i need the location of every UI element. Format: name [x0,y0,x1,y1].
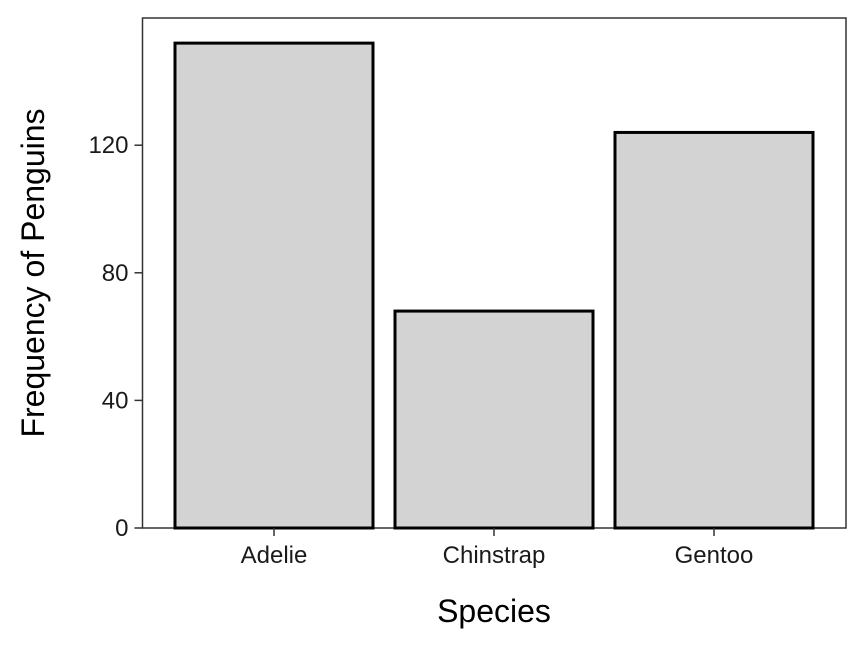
x-tick-label: Gentoo [675,542,754,569]
y-tick-label: 40 [102,387,129,414]
x-axis: Adelie Chinstrap Gentoo [241,528,754,569]
y-axis: 0 40 80 120 [88,132,143,542]
bar-adelie [173,41,375,530]
y-axis-title: Frequency of Penguins [15,108,51,437]
y-tick-label: 80 [102,260,129,287]
y-tick-label: 0 [115,515,128,542]
bar-chinstrap [393,309,595,530]
x-tick-label: Chinstrap [443,542,546,569]
y-tick-label: 120 [88,132,128,159]
x-tick-label: Adelie [241,542,308,569]
bars-group [173,41,815,530]
bar-gentoo [613,130,815,530]
x-axis-title: Species [437,593,551,629]
